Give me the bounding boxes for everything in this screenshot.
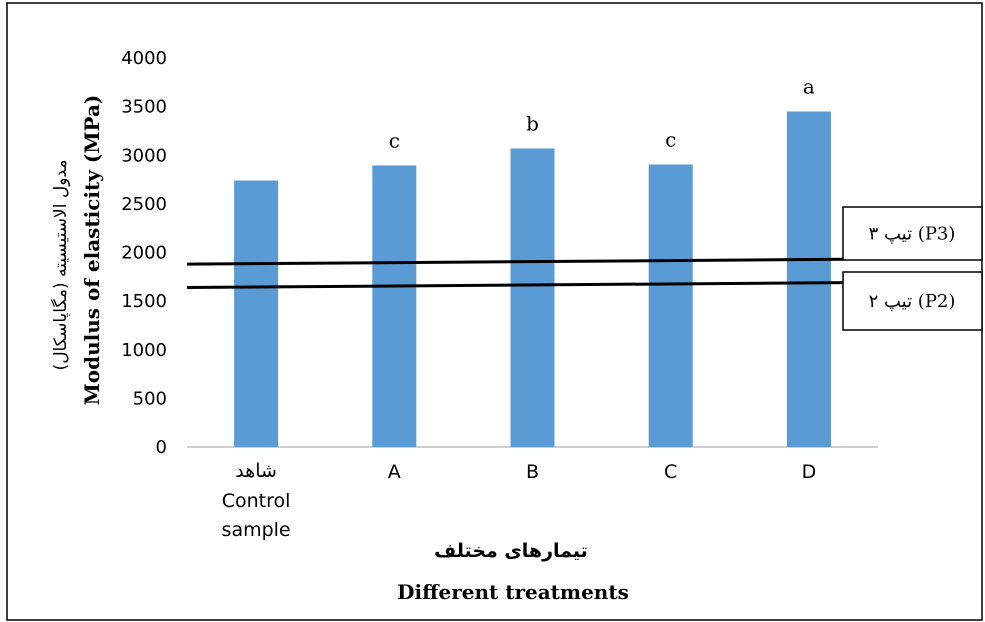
- bar: [510, 148, 555, 447]
- y-axis-ticks: 0 500 1000 1500 2000 2500 3000 3500 4000: [121, 48, 167, 458]
- y-tick-label: 2500: [121, 194, 167, 215]
- y-tick-label: 500: [133, 388, 167, 409]
- reference-line: [186, 281, 844, 290]
- x-tick-label: D: [802, 461, 817, 483]
- significance-letter: b: [526, 111, 539, 135]
- x-tick-label: sample: [222, 519, 291, 541]
- y-tick-label: 1000: [121, 340, 167, 361]
- y-tick-label: 0: [156, 437, 167, 458]
- bar: [372, 165, 417, 447]
- x-axis-title: Different treatments: [397, 580, 629, 604]
- y-axis-title: Modulus of elasticity (MPa): [80, 95, 104, 406]
- reference-line: [186, 257, 844, 266]
- x-tick-label: A: [388, 461, 401, 483]
- significance-letter: c: [389, 128, 400, 152]
- reference-label-box: [842, 271, 983, 331]
- bar: [234, 180, 279, 447]
- bar: [786, 111, 831, 448]
- x-tick-label: Control: [222, 490, 291, 512]
- significance-letter: c: [665, 127, 676, 151]
- x-tick-label-fa: شاهد: [235, 460, 277, 482]
- significance-letter: a: [803, 74, 815, 98]
- y-tick-label: 2000: [121, 243, 167, 264]
- reference-lines: تیپ ۳ (P3) تیپ ۲ (P2): [186, 206, 983, 331]
- x-tick-label: B: [526, 461, 539, 483]
- y-tick-label: 4000: [121, 48, 167, 69]
- y-tick-label: 3500: [121, 97, 167, 118]
- reference-label-box: [842, 206, 983, 261]
- x-tick-label: C: [664, 461, 677, 483]
- x-axis-title-fa: تیمارهای مختلف: [434, 540, 588, 562]
- x-axis-categories: شاهد Control sample A B C D: [222, 460, 817, 541]
- y-tick-label: 3000: [121, 145, 167, 166]
- bar: [648, 164, 693, 447]
- y-axis-title-fa: مدول الاستیسیته (مگاپاسکال): [50, 160, 71, 371]
- y-tick-label: 1500: [121, 291, 167, 312]
- reference-label: تیپ ۳ (P3): [869, 224, 956, 245]
- bars-group: [234, 111, 831, 448]
- significance-letters: c b c a: [389, 74, 815, 152]
- reference-label: تیپ ۲ (P2): [869, 291, 956, 312]
